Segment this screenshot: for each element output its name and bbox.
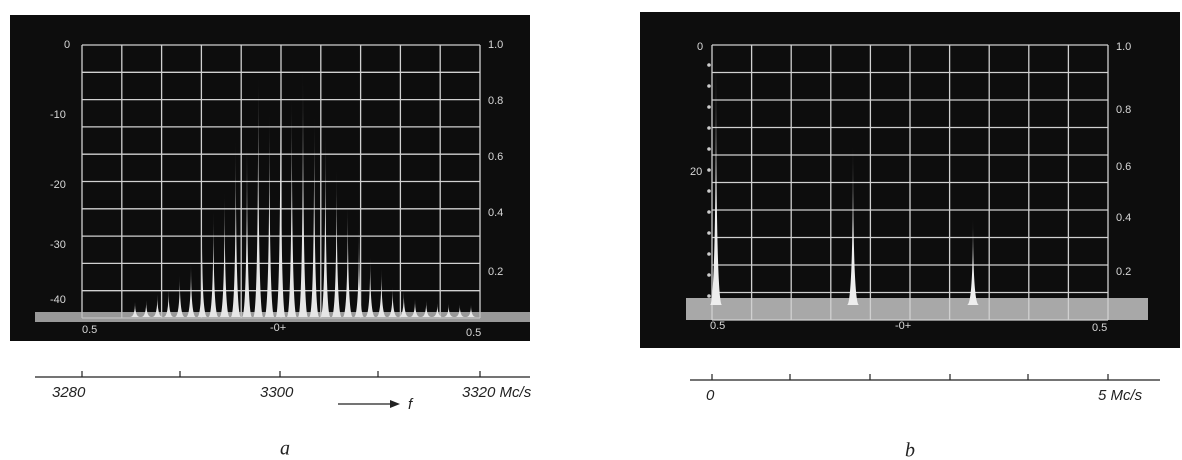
frequency-label: 5 Mc/s <box>1098 387 1143 404</box>
left-scale-label: -30 <box>50 239 66 251</box>
noise-floor <box>686 298 1148 320</box>
spectral-line <box>710 52 722 305</box>
scale-dot <box>707 147 711 151</box>
left-scale-label: 0 <box>697 41 703 53</box>
spectral-line <box>174 275 185 317</box>
bottom-scale-label: 0.5 <box>82 324 97 336</box>
spectral-line <box>410 299 420 317</box>
bottom-scale-label: 0.5 <box>1092 322 1107 334</box>
spectral-line <box>264 112 275 317</box>
scale-dot <box>707 231 711 235</box>
spectral-line <box>152 294 163 317</box>
right-scale-label: 0.6 <box>488 151 503 163</box>
scale-dot <box>707 273 711 277</box>
scale-dot <box>707 63 711 67</box>
spectral-line <box>454 304 465 317</box>
scale-dot <box>707 189 711 193</box>
frequency-label: 0 <box>706 387 715 404</box>
spectral-line <box>847 145 859 305</box>
spectral-line <box>286 93 297 318</box>
spectral-line <box>219 189 230 317</box>
spectral-line <box>208 211 219 317</box>
spectral-line <box>342 202 353 317</box>
spectral-line <box>967 218 979 305</box>
spectral-line <box>331 169 342 317</box>
spectral-line <box>130 301 140 317</box>
spectral-line <box>466 304 476 317</box>
frequency-label: 3320 Mc/s <box>462 384 532 401</box>
spectral-line <box>387 286 398 317</box>
bottom-scale-label: -0+ <box>895 320 911 332</box>
right-scale-label: 0.4 <box>488 207 503 219</box>
spectral-line <box>186 262 196 317</box>
left-scale-label: 0 <box>64 39 70 51</box>
left-scale-label: 20 <box>690 166 702 178</box>
frequency-ticks <box>711 374 1109 380</box>
bottom-scale-label: 0.5 <box>466 327 481 339</box>
spectral-line <box>376 268 387 317</box>
spectral-line <box>197 240 208 317</box>
spectral-line <box>320 130 331 317</box>
left-scale-label: -10 <box>50 109 66 121</box>
spectral-line <box>309 116 320 318</box>
right-scale-label: 1.0 <box>488 39 503 51</box>
spectral-line <box>253 71 264 317</box>
spectral-line <box>398 291 409 317</box>
spectral-line <box>275 40 286 317</box>
caption: a <box>280 438 290 460</box>
arrow-label: f <box>408 396 414 413</box>
spectral-line <box>432 303 443 317</box>
left-scale-label: -20 <box>50 179 66 191</box>
spectrum-trace-b <box>686 52 1148 320</box>
right-scale-label: 1.0 <box>1116 41 1131 53</box>
spectral-line <box>141 300 152 317</box>
scale-dot <box>707 105 711 109</box>
scale-dot <box>707 252 711 256</box>
bottom-scale-label: -0+ <box>270 322 286 334</box>
spectral-line <box>354 226 364 317</box>
spectral-line <box>230 140 241 317</box>
scale-dot <box>707 84 711 88</box>
spectral-line <box>365 257 376 317</box>
frequency-label: 3280 <box>52 384 86 401</box>
spectral-line <box>242 138 252 317</box>
spectral-line <box>421 300 432 317</box>
right-scale-label: 0.6 <box>1116 161 1131 173</box>
left-scale-label: -40 <box>50 294 66 306</box>
spectral-line <box>163 289 174 317</box>
bottom-scale-label: 0.5 <box>710 320 725 332</box>
arrow-head <box>390 400 400 408</box>
grid-b <box>711 44 1109 321</box>
spectral-line <box>443 304 454 317</box>
right-scale-label: 0.2 <box>488 266 503 278</box>
spectral-line <box>298 64 308 317</box>
scale-dot <box>707 168 711 172</box>
scale-dot <box>707 294 711 298</box>
frequency-label: 3300 <box>260 384 294 401</box>
scale-dot <box>707 126 711 130</box>
caption: b <box>905 440 915 460</box>
right-scale-label: 0.2 <box>1116 266 1131 278</box>
right-scale-label: 0.8 <box>1116 104 1131 116</box>
frequency-ticks <box>81 371 481 377</box>
scale-dot <box>707 210 711 214</box>
spectrum-trace-a <box>35 40 530 322</box>
right-scale-label: 0.4 <box>1116 212 1131 224</box>
right-scale-label: 0.8 <box>488 95 503 107</box>
